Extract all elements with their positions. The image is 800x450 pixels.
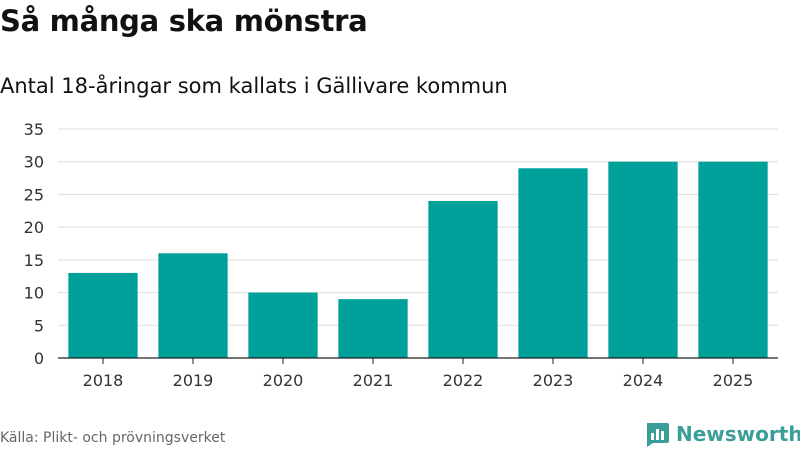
y-tick-label: 10 [24,284,44,303]
bar-2021 [338,299,408,358]
bar-2018 [68,272,138,358]
x-tick-label: 2021 [353,371,394,390]
chart-title: Så många ska mönstra [0,4,368,38]
bar-2025 [698,161,768,358]
x-tick-label: 2018 [83,371,124,390]
source-note: Källa: Plikt- och prövningsverket [0,430,226,446]
x-axis-ticks: 2018 2019 2020 2021 2022 2023 2024 2025 [83,358,754,390]
y-tick-label: 5 [34,316,44,335]
x-tick-label: 2020 [263,371,304,390]
x-tick-label: 2022 [443,371,484,390]
bar-chart-logo-icon [647,423,669,447]
y-tick-label: 0 [34,349,44,368]
y-tick-label: 25 [24,185,44,204]
y-axis-ticks: 0 5 10 15 20 25 30 35 [24,120,44,368]
bar-2020 [248,292,318,358]
y-tick-label: 15 [24,251,44,270]
x-tick-label: 2025 [713,371,754,390]
brand-name: Newsworthy [676,422,800,446]
y-tick-label: 20 [24,218,44,237]
newsworthy-logo: Newsworthy [644,421,800,447]
x-tick-label: 2019 [173,371,214,390]
bar-2023 [518,168,588,358]
x-tick-label: 2023 [533,371,574,390]
bar-2024 [608,161,678,358]
chart-subtitle: Antal 18-åringar som kallats i Gällivare… [0,74,508,98]
bar-2022 [428,200,498,358]
bars [68,161,768,358]
bar-2019 [158,253,228,358]
x-tick-label: 2024 [623,371,664,390]
y-tick-label: 35 [24,120,44,139]
y-tick-label: 30 [24,153,44,172]
